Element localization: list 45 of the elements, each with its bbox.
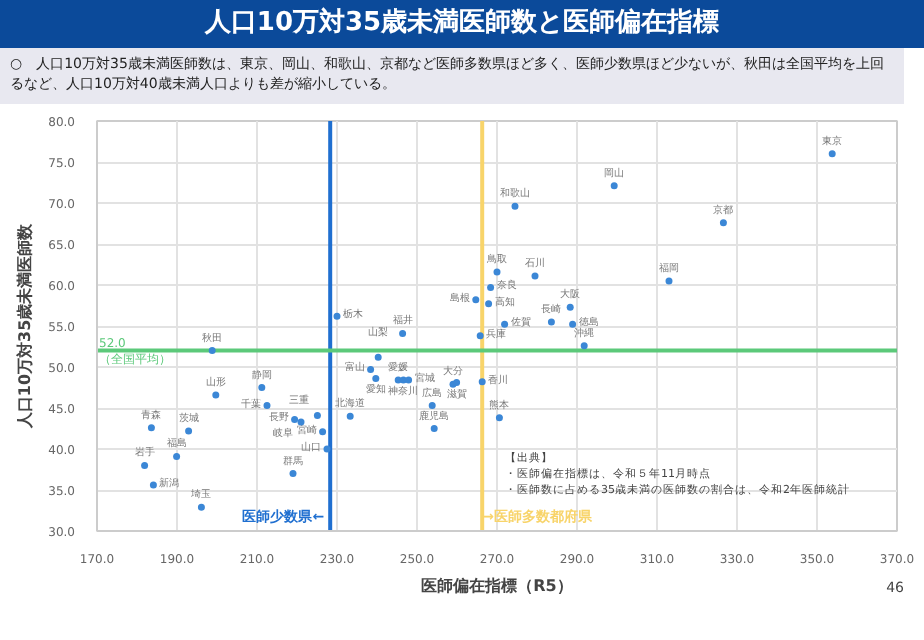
point [149, 481, 157, 489]
point [212, 391, 220, 399]
point [346, 412, 354, 420]
y-axis-title: 人口10万対35歳未満医師数 [14, 221, 35, 431]
point [828, 150, 836, 158]
point [399, 329, 407, 337]
point [472, 296, 480, 304]
point [197, 503, 205, 511]
point [531, 272, 539, 280]
point [405, 376, 413, 384]
point [323, 445, 331, 453]
point [547, 318, 555, 326]
point [476, 332, 484, 340]
point [485, 300, 493, 308]
point [313, 411, 321, 419]
point [501, 320, 509, 328]
point [511, 202, 519, 210]
point [333, 312, 341, 320]
point [208, 347, 216, 355]
point [372, 374, 380, 382]
point [258, 384, 266, 391]
point [289, 470, 297, 478]
point [487, 283, 495, 291]
point [719, 219, 727, 227]
point [430, 425, 438, 432]
point [367, 365, 375, 373]
point [263, 402, 271, 410]
point [566, 303, 574, 311]
point [610, 182, 618, 190]
point [374, 353, 382, 361]
point [493, 268, 501, 276]
point [291, 415, 299, 423]
point [319, 428, 327, 436]
point [665, 277, 673, 285]
point [580, 342, 588, 350]
point [185, 427, 193, 435]
point [147, 424, 155, 432]
point [569, 320, 577, 328]
point [495, 414, 503, 422]
chart-title: 人口10万対35歳未満医師数と医師偏在指標 [204, 5, 720, 42]
point [173, 452, 181, 460]
point [478, 378, 486, 386]
point [428, 402, 436, 410]
point [141, 461, 149, 469]
x-axis-title: 医師偏在指標（R5） [421, 577, 573, 595]
